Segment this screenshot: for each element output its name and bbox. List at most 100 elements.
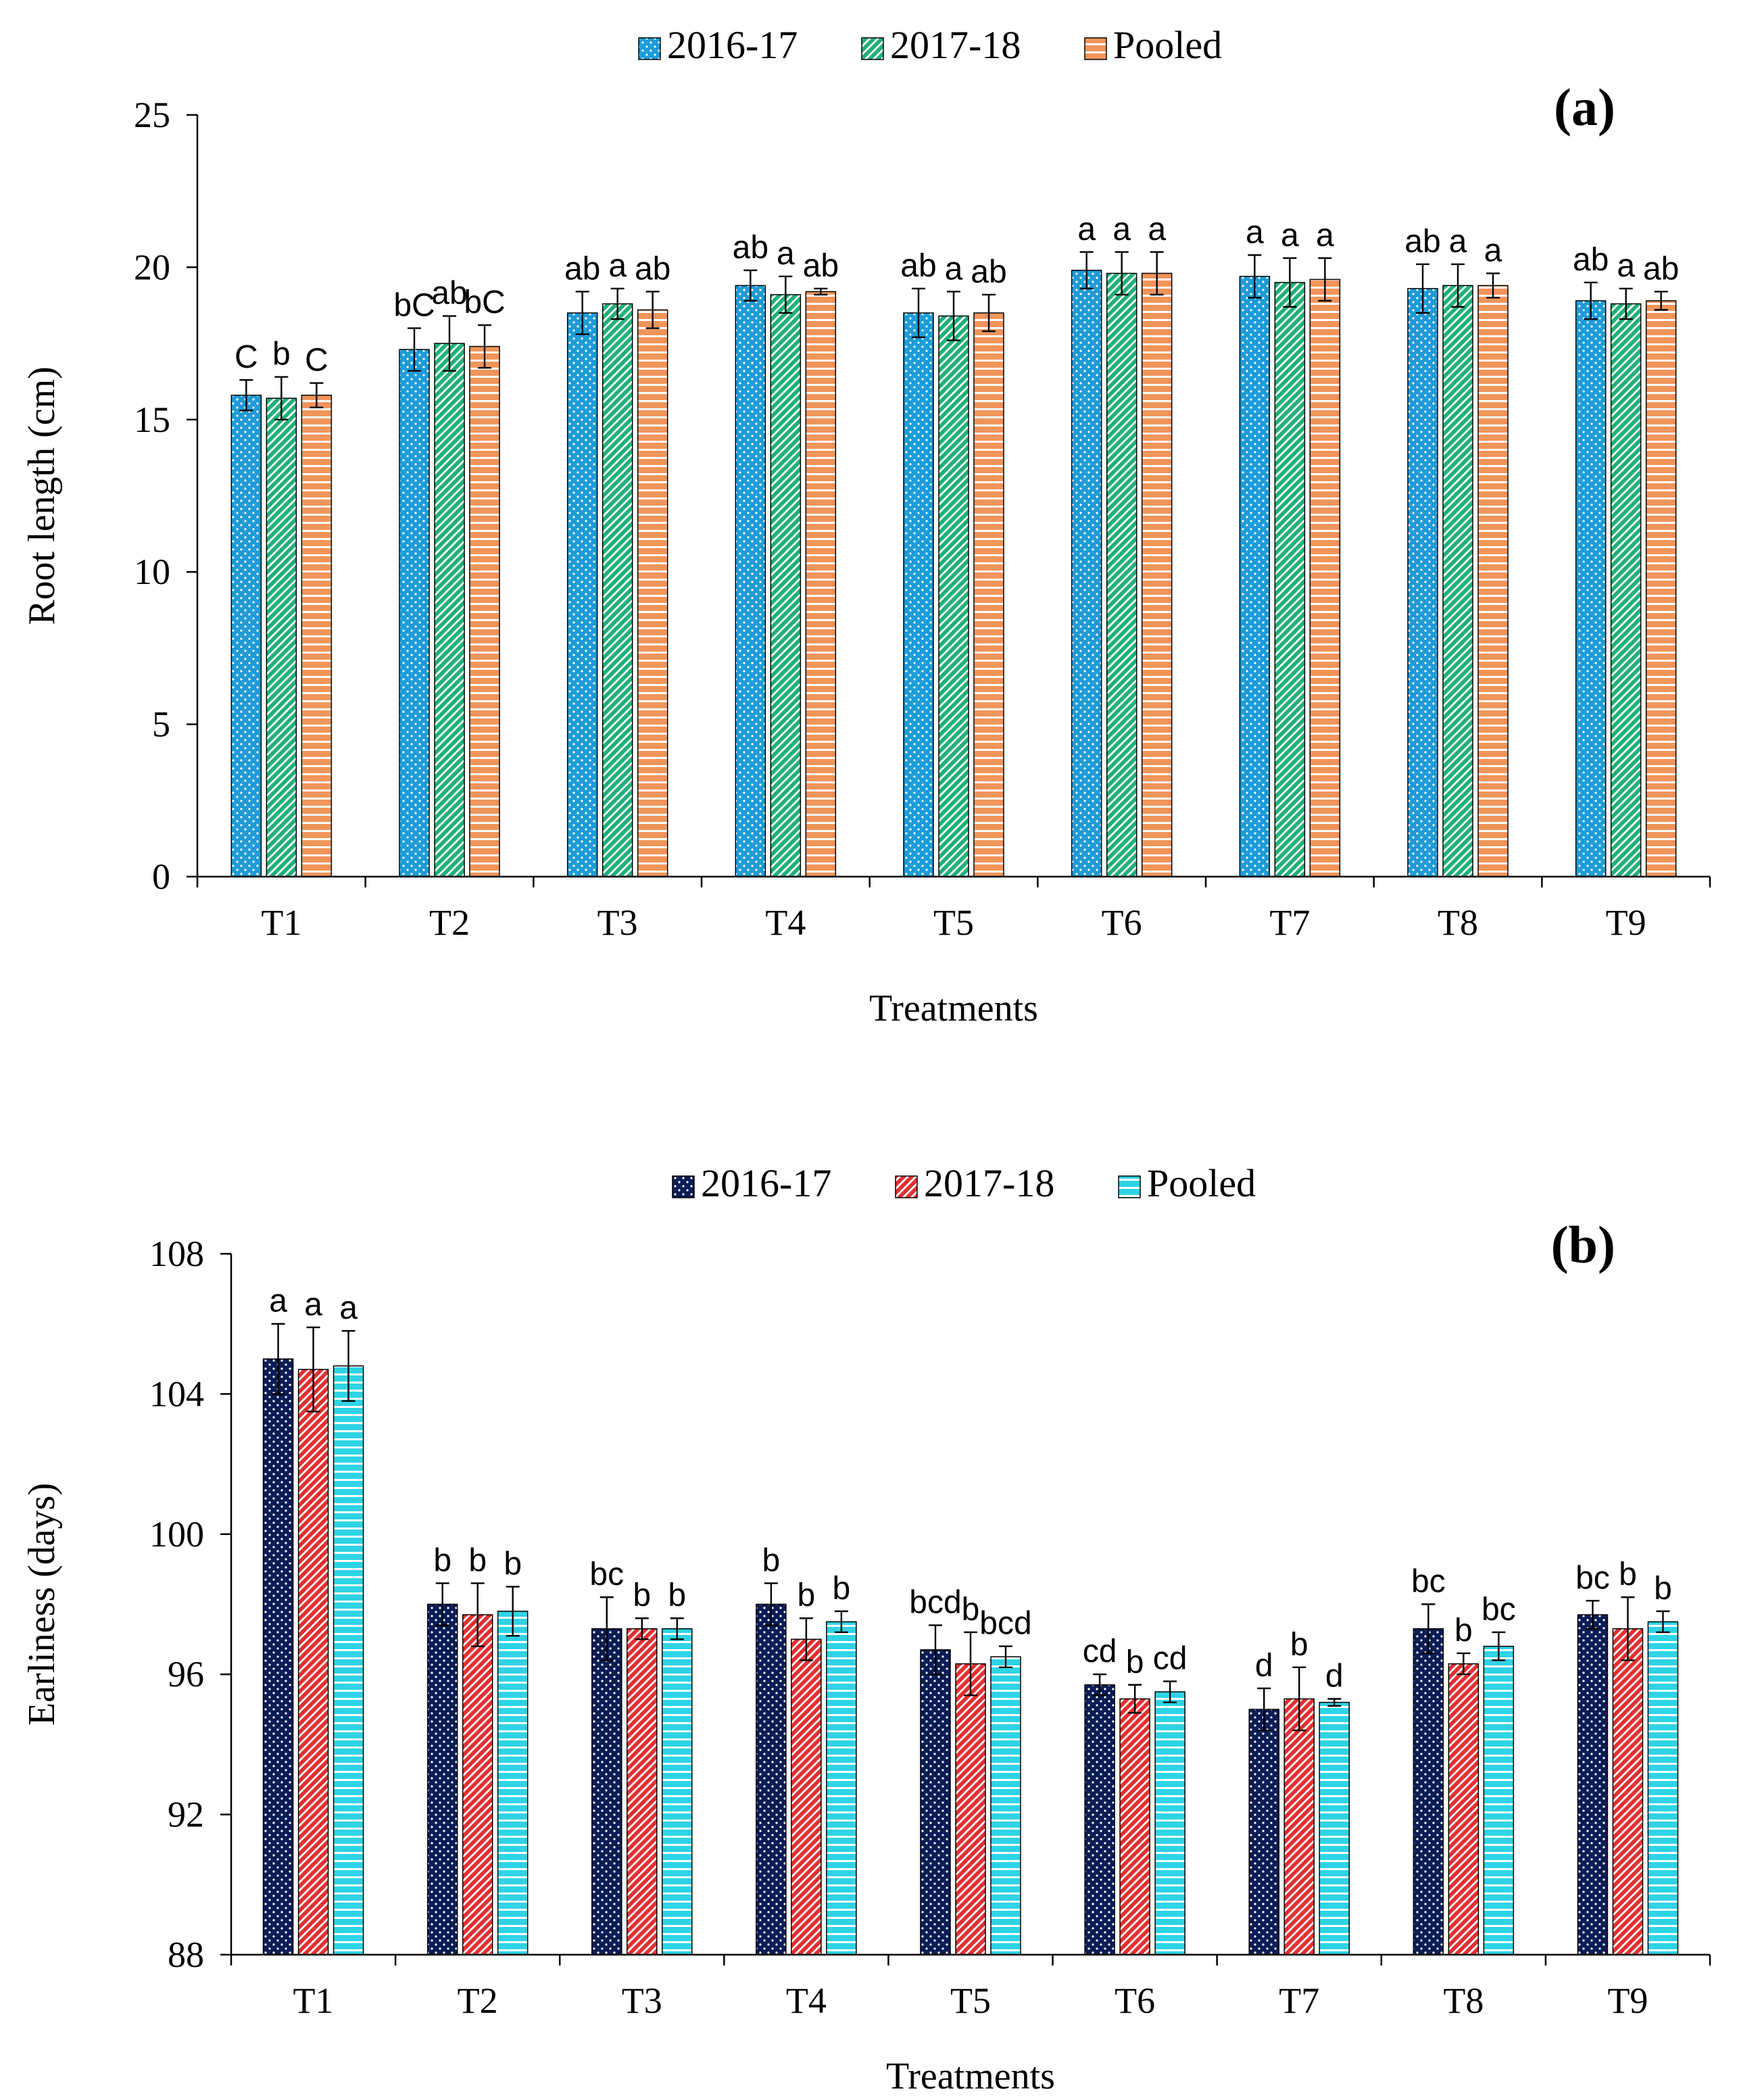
significance-letter-a-2017-18-T7: a <box>1281 218 1299 253</box>
bar-a-2017-18-T3 <box>602 303 633 877</box>
error-bar-a-2016-17-T4 <box>743 269 758 302</box>
error-bar-b-2016-17-T1 <box>271 1323 285 1395</box>
bar-b-Pooled-T5 <box>990 1656 1021 1955</box>
bar-b-2017-18-T7 <box>1283 1698 1315 1955</box>
significance-letter-a-Pooled-T5: ab <box>971 254 1006 290</box>
legend-label-a-2016-17: 2016-17 <box>667 23 798 67</box>
bar-a-Pooled-T9 <box>1645 300 1677 877</box>
significance-letter-b-2016-17-T5: bcd <box>909 1585 961 1621</box>
error-bar-b-Pooled-T4 <box>834 1610 848 1634</box>
bar-a-Pooled-T2 <box>469 345 500 877</box>
significance-letter-a-2016-17-T8: ab <box>1404 224 1440 260</box>
error-bar-a-2017-18-T5 <box>947 291 960 341</box>
y-tick-label-a-0: 0 <box>152 856 170 897</box>
x-tick-label-b-T3: T3 <box>622 1980 662 2021</box>
x-tick-label-b-T4: T4 <box>786 1980 827 2021</box>
y-tick-label-b-96: 96 <box>168 1654 204 1694</box>
error-bar-a-Pooled-T3 <box>645 291 660 329</box>
significance-letter-b-2017-18-T4: b <box>798 1578 816 1613</box>
significance-letter-a-Pooled-T6: a <box>1148 212 1166 247</box>
error-bar-a-2016-17-T9 <box>1584 281 1598 320</box>
error-bar-a-Pooled-T7 <box>1318 257 1332 302</box>
bar-b-2017-18-T9 <box>1612 1628 1644 1955</box>
error-bar-a-2016-17-T5 <box>912 287 925 339</box>
significance-letter-b-2017-18-T7: b <box>1290 1627 1308 1663</box>
bar-a-2017-18-T1 <box>266 397 297 877</box>
x-tick-label-b-T7: T7 <box>1279 1980 1319 2021</box>
bar-b-Pooled-T4 <box>826 1621 857 1955</box>
error-bar-b-Pooled-T9 <box>1656 1610 1670 1634</box>
error-bar-a-Pooled-T9 <box>1654 291 1668 311</box>
x-tick-label-a-T8: T8 <box>1438 902 1478 943</box>
significance-letter-a-Pooled-T1: C <box>305 343 328 379</box>
error-bar-b-2016-17-T3 <box>600 1596 614 1661</box>
panel-label-a: (a) <box>1554 78 1615 137</box>
bar-a-2016-17-T6 <box>1071 270 1102 877</box>
significance-letter-a-2017-18-T4: a <box>777 236 795 272</box>
error-bar-a-2017-18-T7 <box>1283 257 1297 308</box>
bar-a-2017-18-T6 <box>1106 272 1137 877</box>
significance-letter-b-2017-18-T9: b <box>1619 1557 1637 1592</box>
significance-letter-a-2016-17-T4: ab <box>733 230 768 266</box>
significance-letter-b-2016-17-T4: b <box>762 1542 781 1578</box>
x-axis-title-b: Treatments <box>886 2055 1055 2097</box>
legend-swatch-a-Pooled <box>1084 37 1107 60</box>
legend-swatch-a-2016-17 <box>638 37 661 60</box>
significance-letter-b-Pooled-T8: bc <box>1482 1592 1516 1628</box>
error-bar-a-2016-17-T7 <box>1248 254 1262 299</box>
legend-label-b-2016-17: 2016-17 <box>701 1161 831 1205</box>
significance-letter-b-2016-17-T7: d <box>1255 1648 1273 1684</box>
bar-b-2016-17-T2 <box>426 1603 458 1955</box>
bar-b-Pooled-T2 <box>497 1611 529 1955</box>
significance-letter-b-2016-17-T8: bc <box>1411 1564 1446 1600</box>
error-bar-b-Pooled-T5 <box>999 1645 1012 1669</box>
x-tick-label-b-T8: T8 <box>1443 1980 1484 2021</box>
bar-a-Pooled-T4 <box>805 291 837 877</box>
bar-b-2017-18-T3 <box>627 1628 658 1955</box>
error-bar-b-Pooled-T3 <box>670 1617 684 1640</box>
significance-letter-a-2017-18-T8: a <box>1449 224 1467 260</box>
y-tick-label-a-15: 15 <box>134 399 170 440</box>
significance-letter-b-Pooled-T4: b <box>833 1571 851 1607</box>
significance-letter-b-2017-18-T1: a <box>304 1287 322 1323</box>
bar-a-2016-17-T1 <box>230 394 262 877</box>
significance-letter-a-Pooled-T9: ab <box>1643 251 1679 287</box>
significance-letter-a-Pooled-T3: ab <box>635 251 670 287</box>
y-tick-label-b-104: 104 <box>149 1373 204 1414</box>
y-axis-title-a: Root length (cm) <box>21 366 63 625</box>
significance-letter-a-Pooled-T7: a <box>1316 218 1334 253</box>
error-bar-a-Pooled-T1 <box>310 382 324 408</box>
error-bar-a-Pooled-T6 <box>1150 251 1164 296</box>
error-bar-a-2017-18-T8 <box>1451 263 1465 308</box>
significance-letter-a-2016-17-T5: ab <box>900 248 936 284</box>
error-bar-a-2017-18-T1 <box>274 376 289 420</box>
error-bar-a-Pooled-T8 <box>1486 272 1500 299</box>
bar-a-2016-17-T8 <box>1407 288 1438 877</box>
bar-a-2017-18-T8 <box>1442 285 1473 877</box>
y-tick-label-a-5: 5 <box>152 704 170 745</box>
error-bar-a-2016-17-T3 <box>575 291 589 335</box>
bar-b-2017-18-T8 <box>1448 1663 1479 1955</box>
bar-a-2016-17-T9 <box>1575 300 1607 877</box>
error-bar-b-Pooled-T7 <box>1327 1698 1342 1707</box>
significance-letter-a-2017-18-T9: a <box>1617 248 1635 284</box>
error-bar-a-2017-18-T3 <box>610 287 625 320</box>
bar-b-Pooled-T7 <box>1319 1701 1350 1955</box>
error-bar-a-2016-17-T6 <box>1079 251 1094 290</box>
significance-letter-a-2016-17-T6: a <box>1077 212 1096 247</box>
significance-letter-b-Pooled-T5: bcd <box>979 1606 1031 1642</box>
error-bar-a-2017-18-T2 <box>443 315 456 372</box>
bar-b-2016-17-T8 <box>1413 1628 1444 1955</box>
bar-b-2016-17-T5 <box>920 1649 951 1955</box>
series-b-2017-18: abb b bb b bb <box>297 1287 1644 1955</box>
legend-swatch-b-2017-18 <box>895 1175 918 1198</box>
error-bar-b-2017-18-T4 <box>799 1617 813 1661</box>
y-tick-label-b-100: 100 <box>149 1514 204 1555</box>
significance-letter-b-2017-18-T3: b <box>633 1578 651 1613</box>
x-tick-label-b-T9: T9 <box>1607 1980 1648 2021</box>
